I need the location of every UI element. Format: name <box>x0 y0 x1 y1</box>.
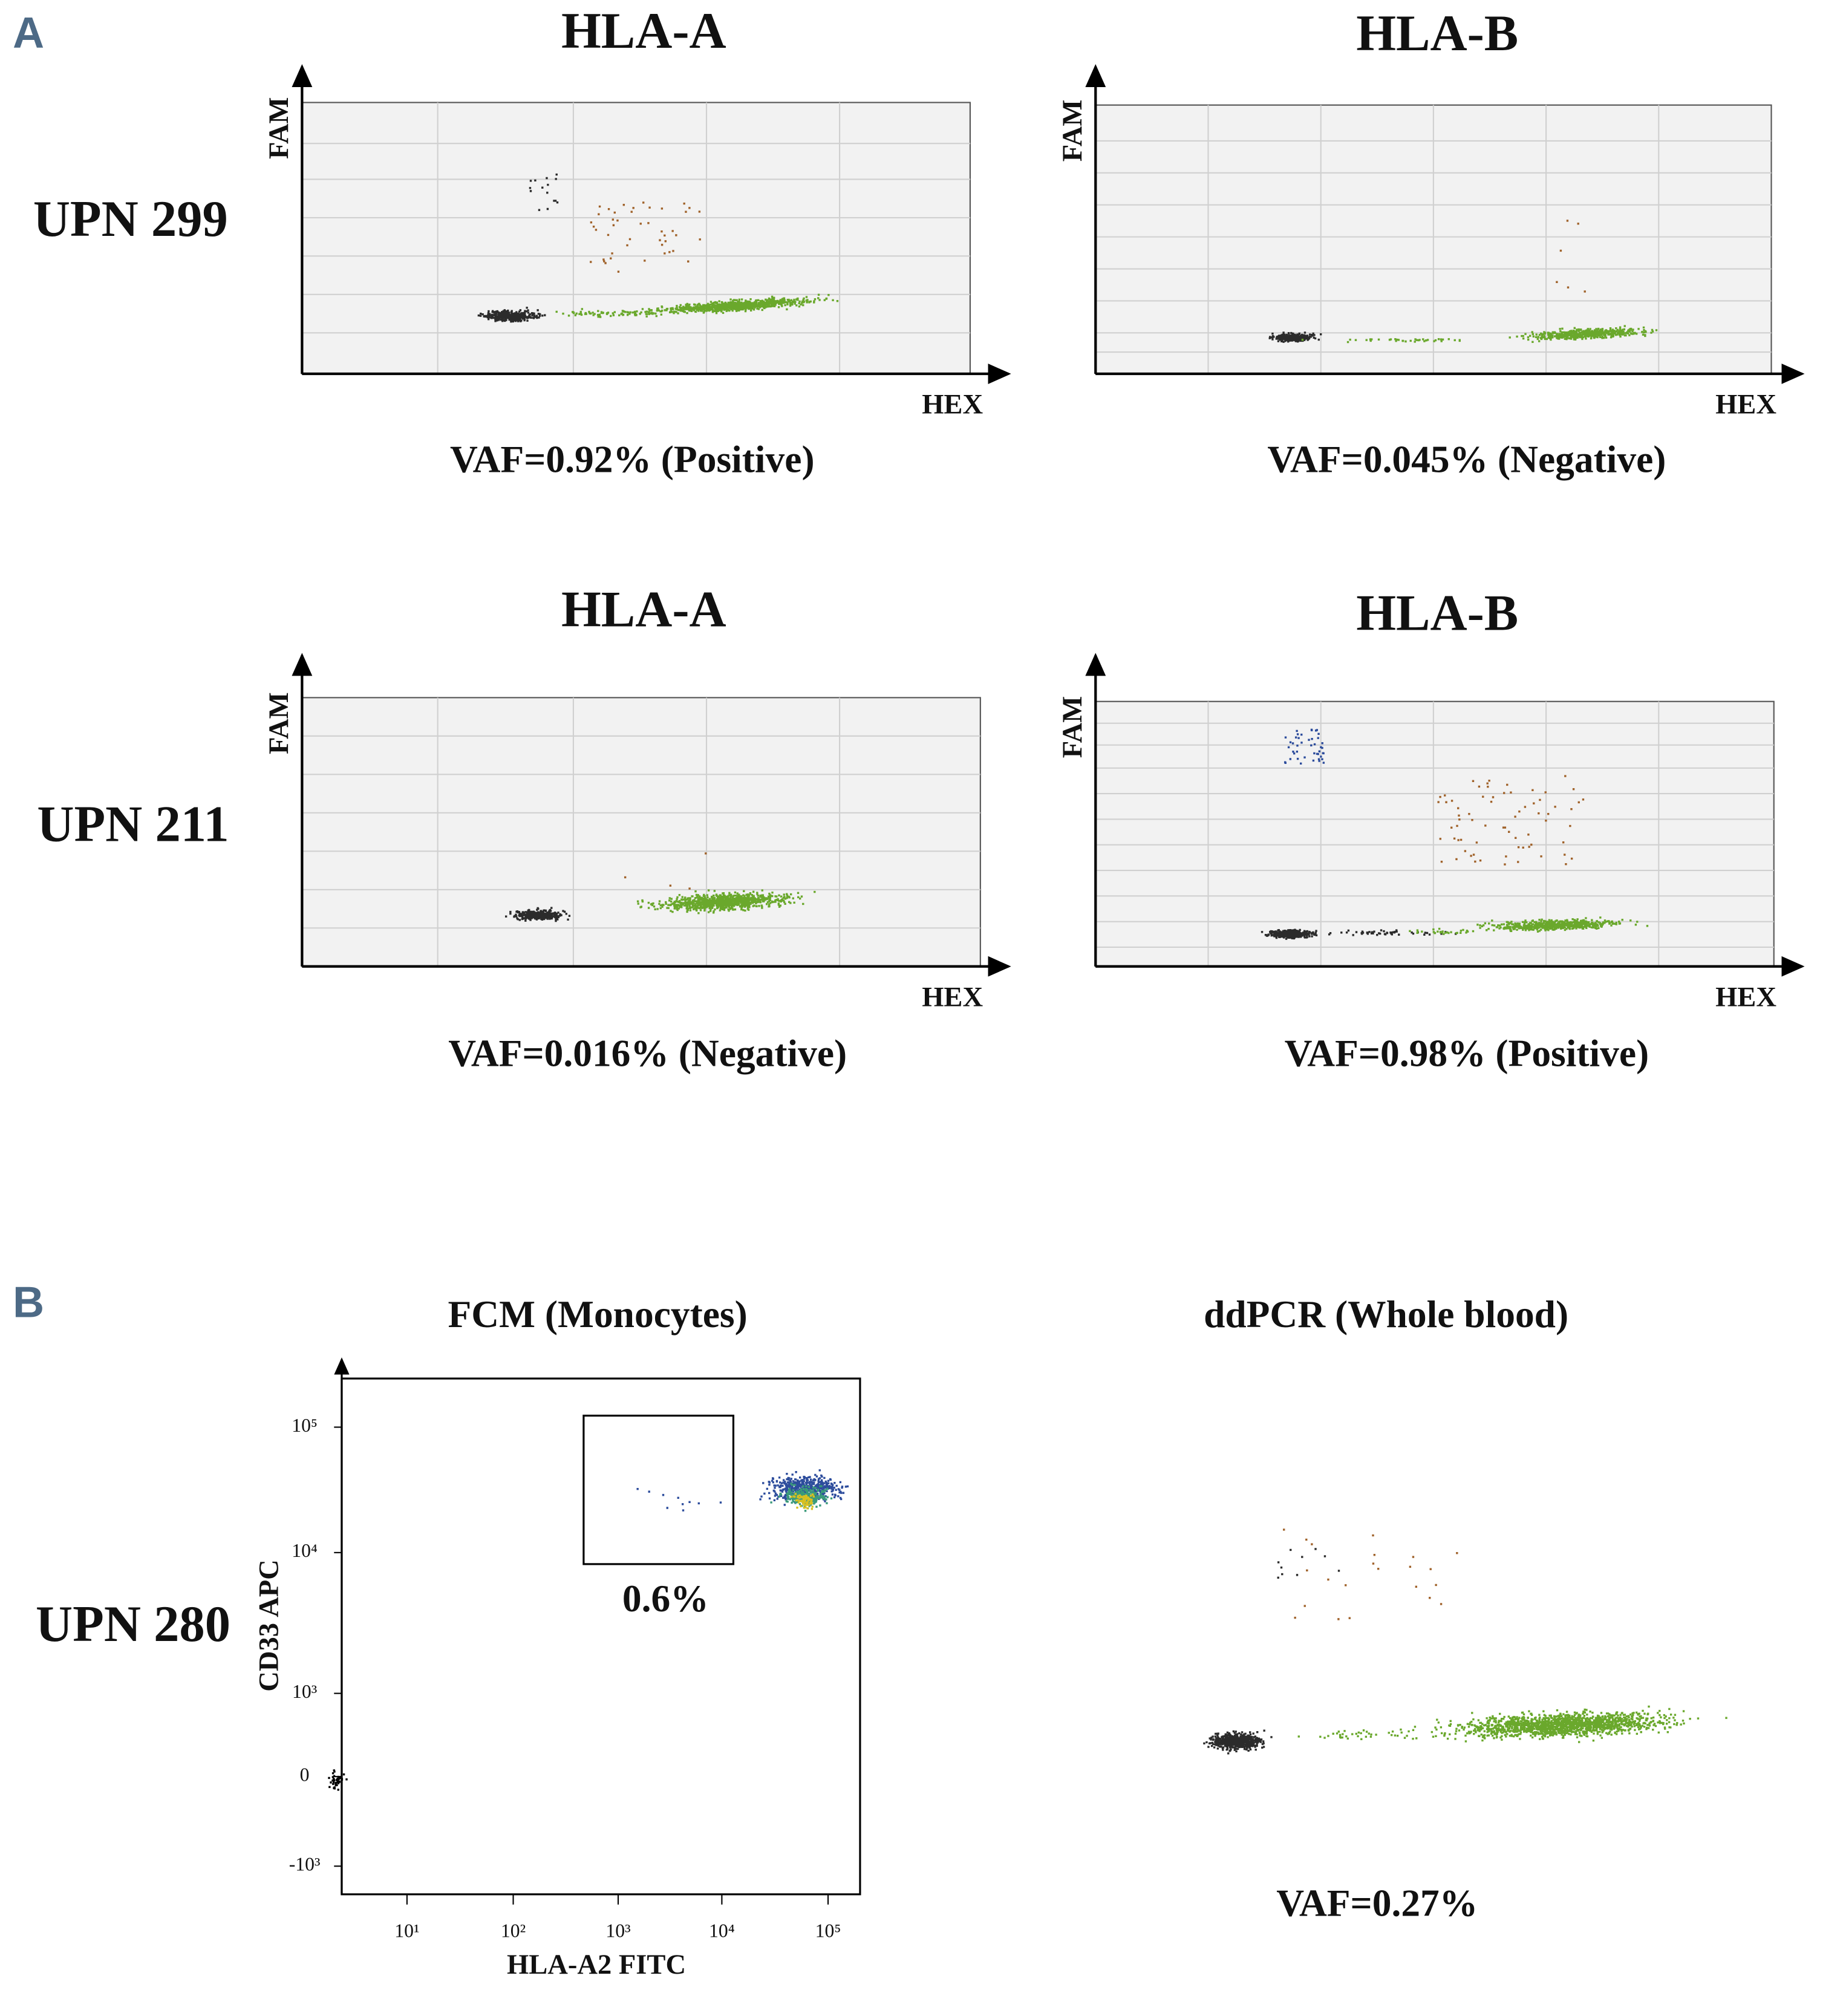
y-axis-title: FAM <box>1057 100 1088 162</box>
droplet-cluster <box>1203 1729 1273 1755</box>
x-tick-label: 10⁴ <box>709 1920 735 1942</box>
droplet-cluster <box>1509 325 1658 344</box>
droplet-cluster <box>1476 916 1649 933</box>
droplet-cluster <box>1261 928 1318 940</box>
droplet-cluster <box>555 308 686 318</box>
droplet-cluster <box>1284 728 1325 765</box>
result-label: VAF=0.92% (Positive) <box>450 438 815 481</box>
droplet-cluster <box>759 1469 849 1506</box>
droplet-cluster <box>1268 331 1322 343</box>
plot-title: HLA-B <box>1356 586 1518 642</box>
droplet-cluster <box>504 907 571 922</box>
droplet-cluster <box>328 1769 348 1791</box>
y-axis-title: CD33 APC <box>253 1559 284 1692</box>
droplet-cluster <box>1437 775 1585 866</box>
y-axis-title: FAM <box>264 692 295 754</box>
plot-title: HLA-B <box>1356 5 1518 62</box>
droplet-cluster <box>1283 1528 1458 1620</box>
result-label: VAF=0.98% (Positive) <box>1285 1032 1649 1075</box>
plot-area <box>1095 700 1775 967</box>
sample-label: UPN 211 <box>37 797 229 853</box>
plot-title: HLA-A <box>561 3 726 59</box>
droplet-cluster <box>590 201 701 273</box>
droplet-cluster <box>1409 927 1475 935</box>
y-axis-title: FAM <box>264 97 295 160</box>
droplet-cluster <box>477 307 546 323</box>
result-label: VAF=0.045% (Negative) <box>1267 438 1666 481</box>
plot-title: FCM (Monocytes) <box>448 1293 748 1336</box>
x-axis-title: HEX <box>1715 390 1776 420</box>
x-axis-title: HEX <box>922 982 983 1013</box>
sample-label: UPN 299 <box>33 191 228 247</box>
x-axis-title: HLA-A2 FITC <box>507 1949 686 1980</box>
gate <box>582 1414 735 1565</box>
droplet-cluster <box>1297 1728 1435 1741</box>
plot-title: ddPCR (Whole blood) <box>1204 1293 1568 1336</box>
panel-label: B <box>13 1278 44 1326</box>
x-tick-label: 10⁵ <box>815 1920 841 1942</box>
plot-frame <box>341 1377 861 1896</box>
droplet-cluster <box>790 1493 815 1510</box>
x-tick-label: 10¹ <box>394 1920 419 1942</box>
y-tick-label: 10³ <box>292 1681 317 1702</box>
y-tick-label: 0 <box>300 1764 310 1785</box>
y-tick-label: -10³ <box>289 1854 321 1875</box>
x-tick-label: 10² <box>501 1920 526 1942</box>
x-tick-label: 10³ <box>605 1920 630 1942</box>
panel-label: A <box>13 8 44 57</box>
gate-label: 0.6% <box>622 1577 709 1620</box>
droplet-cluster <box>1328 929 1457 936</box>
plot-title: HLA-A <box>561 581 726 638</box>
y-tick-label: 10⁴ <box>292 1540 318 1561</box>
droplet-cluster <box>1277 1548 1340 1579</box>
droplet-cluster <box>636 889 816 915</box>
droplet-cluster <box>636 293 839 315</box>
plot-area <box>301 102 971 375</box>
result-label: VAF=0.016% (Negative) <box>448 1032 847 1075</box>
x-axis-title: HEX <box>922 390 983 420</box>
y-tick-label: 10⁵ <box>292 1415 318 1436</box>
droplet-cluster <box>1408 1705 1727 1743</box>
x-axis-title: HEX <box>1715 982 1776 1013</box>
sample-label: UPN 280 <box>36 1596 230 1652</box>
result-label: VAF=0.27% <box>1276 1882 1478 1925</box>
plot-area <box>301 697 981 967</box>
y-axis-title: FAM <box>1057 696 1088 758</box>
